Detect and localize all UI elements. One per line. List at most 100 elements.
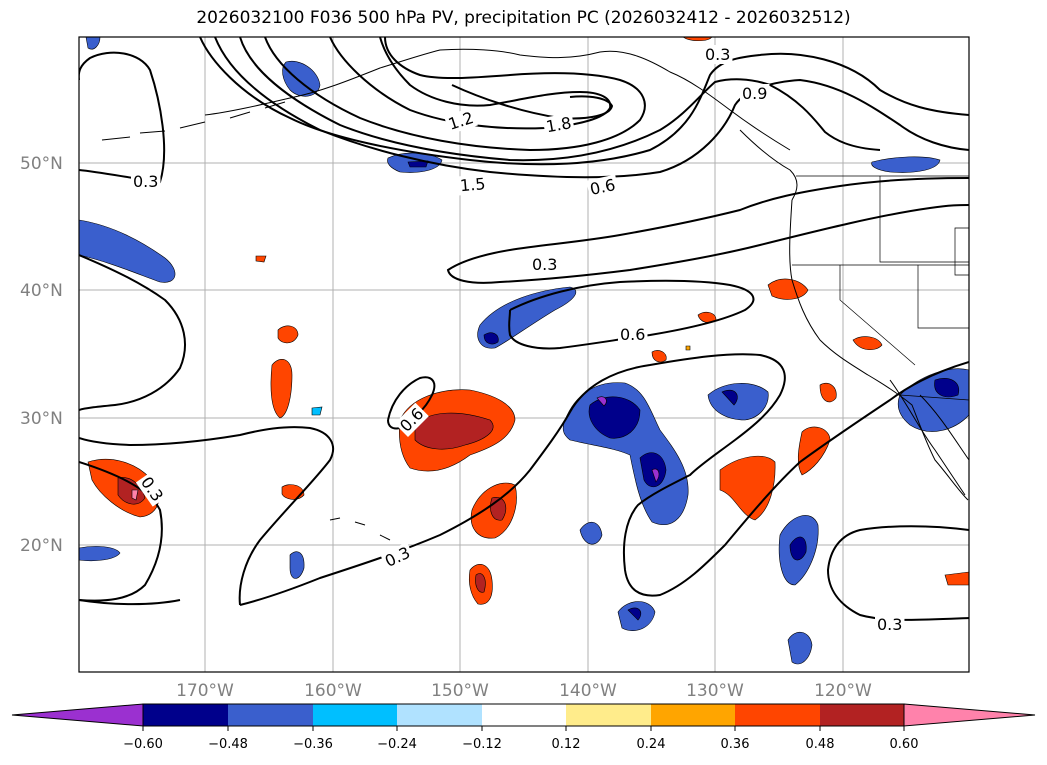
contour-label-background (457, 173, 489, 196)
contour-label: 0.3 (532, 255, 557, 274)
contour-label: 0.3 (705, 45, 730, 64)
precip-blob (277, 325, 299, 344)
colorbar-frame (142, 703, 905, 727)
map-frame (78, 36, 970, 673)
colorbar-segment (735, 704, 820, 726)
precip-blob (289, 551, 305, 579)
precip-blob (79, 546, 121, 562)
contour-label-background (380, 542, 415, 572)
contour-label-background (135, 471, 169, 507)
colorbar-segment (397, 704, 482, 726)
lon-label: 130°W (686, 681, 744, 701)
lat-label: 50°N (20, 154, 63, 174)
precip-blob (596, 396, 607, 407)
pv-contour-0.3-mid (508, 279, 755, 350)
colorbar-tick-label: −0.48 (208, 737, 248, 752)
precip-blob (787, 632, 813, 665)
colorbar-tick-label: 0.36 (721, 737, 750, 752)
contour-label-background (394, 402, 429, 437)
precip-negative-areas (79, 37, 969, 665)
contour-label-background (586, 174, 620, 200)
contour-label-background (542, 112, 575, 137)
precip-blob (944, 571, 969, 586)
pv-contours (79, 37, 969, 621)
contour-label: 0.3 (877, 615, 902, 634)
precip-blob (871, 156, 941, 173)
contour-label-background (875, 615, 905, 634)
precip-blob (477, 286, 577, 349)
colorbar-tick-labels: −0.60 −0.48 −0.36 −0.24 −0.12 0.12 0.24 … (123, 737, 918, 752)
pv-contour-0.3-north (79, 51, 166, 184)
lon-label: 170°W (176, 681, 234, 701)
us-west-coast (789, 199, 969, 501)
pv-contour-0.6-mid (446, 177, 969, 284)
colorbar-segment (313, 704, 397, 726)
map-area: 0.3 0.9 1.2 1.8 1.5 0.6 0.3 0.3 0.6 0.6 … (79, 37, 969, 672)
pv-contour-0.9 (239, 37, 881, 162)
precip-blob (685, 345, 691, 351)
bc-coast (739, 129, 798, 201)
lon-label: 120°W (814, 681, 872, 701)
colorbar-extend-max (903, 703, 1036, 727)
lat-label: 20°N (20, 536, 63, 556)
map-title: 2026032100 F036 500 hPa PV, precipitatio… (196, 8, 851, 28)
contour-label: 0.6 (588, 175, 617, 199)
pv-contour-south (239, 353, 969, 606)
lat-label: 30°N (20, 409, 63, 429)
contour-label-background (618, 325, 648, 344)
colorbar-tick-label: −0.24 (377, 737, 417, 752)
baja-coast (889, 379, 966, 496)
precip-blob (414, 412, 494, 450)
colorbar-ticks (142, 726, 905, 731)
contour-label: 1.5 (459, 174, 486, 195)
colorbar-tick-label: −0.60 (123, 737, 163, 752)
contour-label: 1.8 (544, 113, 572, 136)
lon-label: 150°W (431, 681, 489, 701)
precip-blob (627, 607, 642, 621)
aleutian-islands (101, 101, 286, 141)
contour-label-background (131, 172, 161, 191)
lat-label: 40°N (20, 281, 63, 301)
contour-label-background (530, 255, 560, 274)
precip-positive-areas (87, 37, 969, 605)
colorbar-segment (228, 704, 313, 726)
lon-label: 140°W (559, 681, 617, 701)
precip-blob (311, 406, 323, 416)
precip-blob (789, 536, 807, 561)
precip-blob (255, 255, 267, 263)
contour-label-background (444, 107, 478, 135)
colorbar-segment (482, 704, 566, 726)
precip-blob (588, 396, 641, 439)
colorbar-segment (651, 704, 735, 726)
pv-contour-west (79, 254, 186, 411)
precip-blob (719, 455, 776, 521)
gulf-of-california (919, 394, 969, 461)
precip-blob (819, 382, 837, 403)
lon-label: 160°W (304, 681, 362, 701)
precip-blob (270, 358, 293, 419)
longitude-labels: 170°W 160°W 150°W 140°W 130°W 120°W (176, 681, 872, 701)
pv-contour-0.3-low (79, 461, 163, 602)
precip-blob (117, 477, 146, 505)
hawaii-island (329, 517, 391, 541)
pv-contour-0.6-upper (214, 37, 969, 179)
precip-blob (767, 278, 809, 300)
contour-label: 0.6 (620, 325, 645, 344)
pv-contour-0.6-small (387, 376, 436, 430)
precip-blob (282, 60, 321, 97)
pv-contour-1.8 (451, 84, 614, 120)
precip-blob (651, 468, 660, 483)
pv-contour-hawaii (79, 426, 335, 606)
colorbar-tick-label: 0.60 (890, 737, 919, 752)
colorbar-segment (566, 704, 651, 726)
latitude-labels: 50°N 40°N 30°N 20°N (20, 154, 63, 556)
colorbar-tick-label: 0.48 (806, 737, 835, 752)
pv-contour-1.2 (264, 37, 646, 152)
precip-blob (483, 332, 499, 345)
colorbar-segment (143, 704, 228, 726)
colorbar-tick-label: −0.12 (462, 737, 502, 752)
colorbar-tick-label: 0.24 (637, 737, 666, 752)
coastlines (101, 48, 969, 541)
precip-blob (79, 219, 176, 283)
